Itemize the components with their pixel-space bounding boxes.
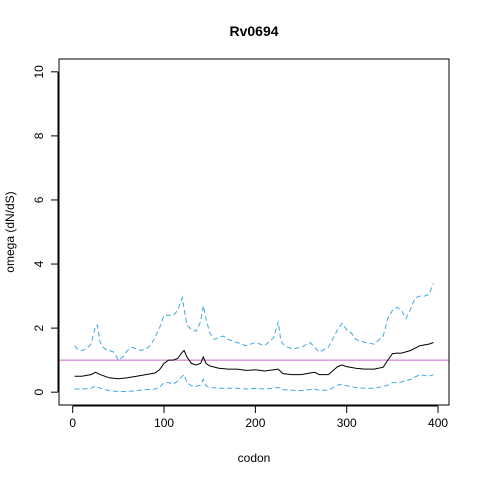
y-tick-label: 0	[32, 389, 46, 396]
x-tick-label: 400	[428, 416, 448, 430]
y-axis: 0 2 4 6 8 10	[32, 65, 59, 396]
plot-frame	[58, 58, 450, 406]
x-tick-label: 0	[69, 416, 76, 430]
y-tick-label: 4	[32, 260, 46, 267]
x-axis-label: codon	[238, 451, 271, 465]
x-tick-label: 200	[245, 416, 265, 430]
chart-title: Rv0694	[229, 23, 278, 39]
series-estimate-line	[74, 342, 434, 380]
y-axis-label: omega (dN/dS)	[3, 191, 17, 272]
y-tick-label: 6	[32, 196, 46, 203]
x-tick-label: 300	[337, 416, 357, 430]
series-layer	[59, 283, 449, 392]
y-tick-label: 2	[32, 324, 46, 331]
series-upper-line	[74, 283, 434, 361]
x-tick-label: 100	[154, 416, 174, 430]
y-tick-label: 10	[32, 65, 46, 79]
series-lower-line	[74, 373, 434, 392]
y-tick-label: 8	[32, 132, 46, 139]
x-axis: 0 100 200 300 400	[69, 405, 448, 430]
